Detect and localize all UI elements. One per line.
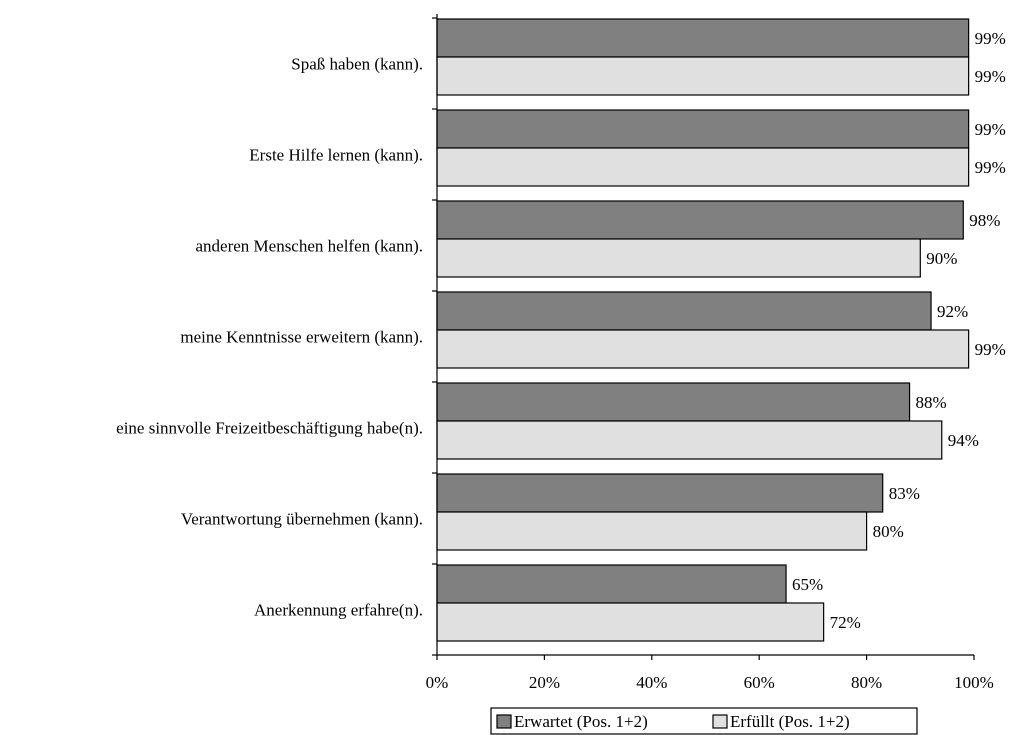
data-labels-group: 99% 99% 99% 99% 98% 90% 92% 99% 88%94% 83% 80% 65% 7… <box>792 29 1006 632</box>
data-label-fulfilled-2: 90% <box>926 249 957 268</box>
x-axis-ticks-group: 0% 20% 40% 60% 80% 100% <box>426 17 994 692</box>
bar-expected-2 <box>436 200 964 240</box>
data-label-expected-5: 83% <box>889 484 920 503</box>
data-label-expected-3: 92% <box>937 302 968 321</box>
bar-fulfilled-2 <box>436 238 921 278</box>
x-tick-label-0: 0% <box>426 673 449 692</box>
data-label-expected-1: 99% <box>975 120 1006 139</box>
bar-fulfilled-1 <box>436 147 970 187</box>
data-label-expected-4: 88% <box>916 393 947 412</box>
category-label-0: Spaß haben (kann). <box>291 55 423 74</box>
data-label-fulfilled-3: 99% <box>975 340 1006 359</box>
bar-expected-1 <box>436 109 970 149</box>
data-label-fulfilled-1: 99% <box>975 158 1006 177</box>
x-tick-label-1: 20% <box>529 673 560 692</box>
category-label-4: eine sinnvolle Freizeitbeschäftigung hab… <box>116 419 423 438</box>
category-label-2: anderen Menschen helfen (kann). <box>195 237 423 256</box>
category-label-5: Verantwortung übernehmen (kann). <box>181 510 423 529</box>
x-tick-label-5: 100% <box>954 673 994 692</box>
legend-swatch-fulfilled <box>712 714 728 729</box>
category-label-1: Erste Hilfe lernen (kann). <box>249 146 423 165</box>
bars-group <box>436 18 970 642</box>
data-label-fulfilled-5: 80% <box>873 522 904 541</box>
bar-expected-5 <box>436 473 884 513</box>
bar-expected-0 <box>436 18 970 58</box>
x-tick-label-4: 80% <box>851 673 882 692</box>
x-tick-label-3: 60% <box>744 673 775 692</box>
legend-label-expected: Erwartet (Pos. 1+2) <box>514 712 648 731</box>
bar-fulfilled-4 <box>436 420 943 460</box>
data-label-fulfilled-0: 99% <box>975 67 1006 86</box>
category-label-6: Anerkennung erfahre(n). <box>254 601 423 620</box>
data-label-expected-0: 99% <box>975 29 1006 48</box>
bar-expected-3 <box>436 291 932 331</box>
bar-fulfilled-3 <box>436 329 970 369</box>
bar-expected-4 <box>436 382 911 422</box>
legend-swatch-expected <box>496 714 512 729</box>
data-label-expected-6: 65% <box>792 575 823 594</box>
legend-box <box>490 707 918 735</box>
data-label-expected-2: 98% <box>969 211 1000 230</box>
data-label-fulfilled-4: 94% <box>948 431 979 450</box>
x-tick-label-2: 40% <box>636 673 667 692</box>
bar-fulfilled-0 <box>436 56 970 96</box>
category-labels-group: Spaß haben (kann). Erste Hilfe lernen (ka… <box>116 55 423 620</box>
bar-fulfilled-5 <box>436 511 868 551</box>
data-label-fulfilled-6: 72% <box>830 613 861 632</box>
category-label-3: meine Kenntnisse erweitern (kann). <box>180 328 423 347</box>
legend-label-fulfilled: Erfüllt (Pos. 1+2) <box>730 712 850 731</box>
bar-fulfilled-6 <box>436 602 825 642</box>
legend: Erwartet (Pos. 1+2) Erfüllt (Pos. 1+2) <box>490 707 918 735</box>
bar-expected-6 <box>436 564 787 604</box>
